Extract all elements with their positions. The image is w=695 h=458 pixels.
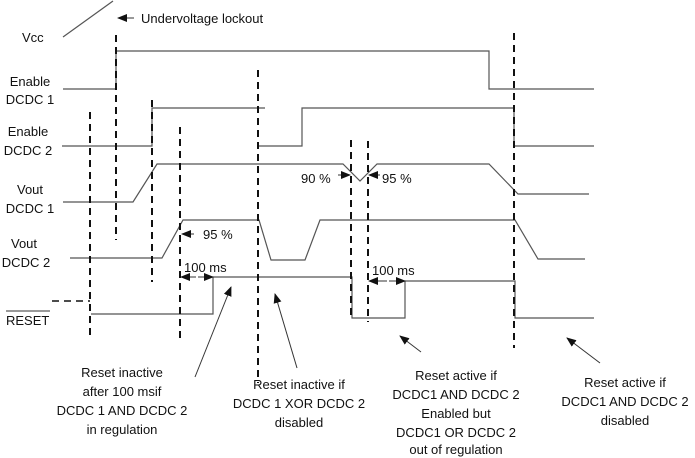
note-line: DCDC 1 XOR DCDC 2: [233, 396, 365, 411]
label-vout-dcdc2-l2: DCDC 2: [2, 255, 50, 270]
note-line: in regulation: [87, 422, 158, 437]
undervoltage-label: Undervoltage lockout: [141, 11, 264, 26]
note-line: Reset inactive: [81, 365, 163, 380]
label-vout-dcdc2-l1: Vout: [11, 236, 37, 251]
pct-95-dcdc2-label: 95 %: [203, 227, 233, 242]
note-line: DCDC1 AND DCDC 2: [392, 387, 519, 402]
label-enable-dcdc1-l1: Enable: [10, 74, 50, 89]
delay-2-label: 100 ms: [372, 263, 415, 278]
vcc-ramp: [62, 0, 114, 38]
enable-dcdc1-waveform: [63, 50, 594, 90]
pct-95-dcdc1-label: 95 %: [382, 171, 412, 186]
note-reset-inactive-xor: Reset inactive if DCDC 1 XOR DCDC 2 disa…: [233, 377, 365, 430]
pointer-arrow-icon: [399, 335, 422, 353]
enable-dcdc2-waveform-a: [62, 107, 265, 147]
note-reset-active-disabled: Reset active if DCDC1 AND DCDC 2 disable…: [561, 375, 688, 428]
delay-1-label: 100 ms: [184, 260, 227, 275]
pointer-arrow-icon: [273, 293, 298, 369]
label-vout-dcdc1-l2: DCDC 1: [6, 201, 54, 216]
note-line: out of regulation: [409, 442, 502, 457]
vout-dcdc1-waveform: [63, 163, 589, 203]
note-line: DCDC1 OR DCDC 2: [396, 425, 516, 440]
label-enable-dcdc1-l2: DCDC 1: [6, 92, 54, 107]
label-vcc: Vcc: [22, 30, 44, 45]
label-vout-dcdc1-l1: Vout: [17, 182, 43, 197]
note-line: Reset inactive if: [253, 377, 345, 392]
note-reset-inactive-after-delay: Reset inactive after 100 msif DCDC 1 AND…: [57, 365, 188, 437]
note-line: DCDC1 AND DCDC 2: [561, 394, 688, 409]
enable-dcdc2-waveform-b: [259, 107, 594, 147]
vout-dcdc2-waveform: [70, 219, 585, 261]
pointer-arrow-icon: [194, 286, 232, 378]
note-reset-active-out-of-regulation: Reset active if DCDC1 AND DCDC 2 Enabled…: [392, 368, 519, 457]
note-line: Reset active if: [415, 368, 497, 383]
reset-waveform: [91, 276, 594, 319]
note-line: after 100 msif: [83, 384, 162, 399]
note-line: disabled: [275, 415, 323, 430]
note-line: DCDC 1 AND DCDC 2: [57, 403, 188, 418]
note-line: Enabled but: [421, 406, 491, 421]
label-enable-dcdc2-l1: Enable: [8, 124, 48, 139]
note-line: Reset active if: [584, 375, 666, 390]
label-enable-dcdc2-l2: DCDC 2: [4, 143, 52, 158]
label-reset: RESET: [6, 313, 49, 328]
note-line: disabled: [601, 413, 649, 428]
pointer-arrow-icon: [566, 337, 601, 364]
pct-90-label: 90 %: [301, 171, 331, 186]
